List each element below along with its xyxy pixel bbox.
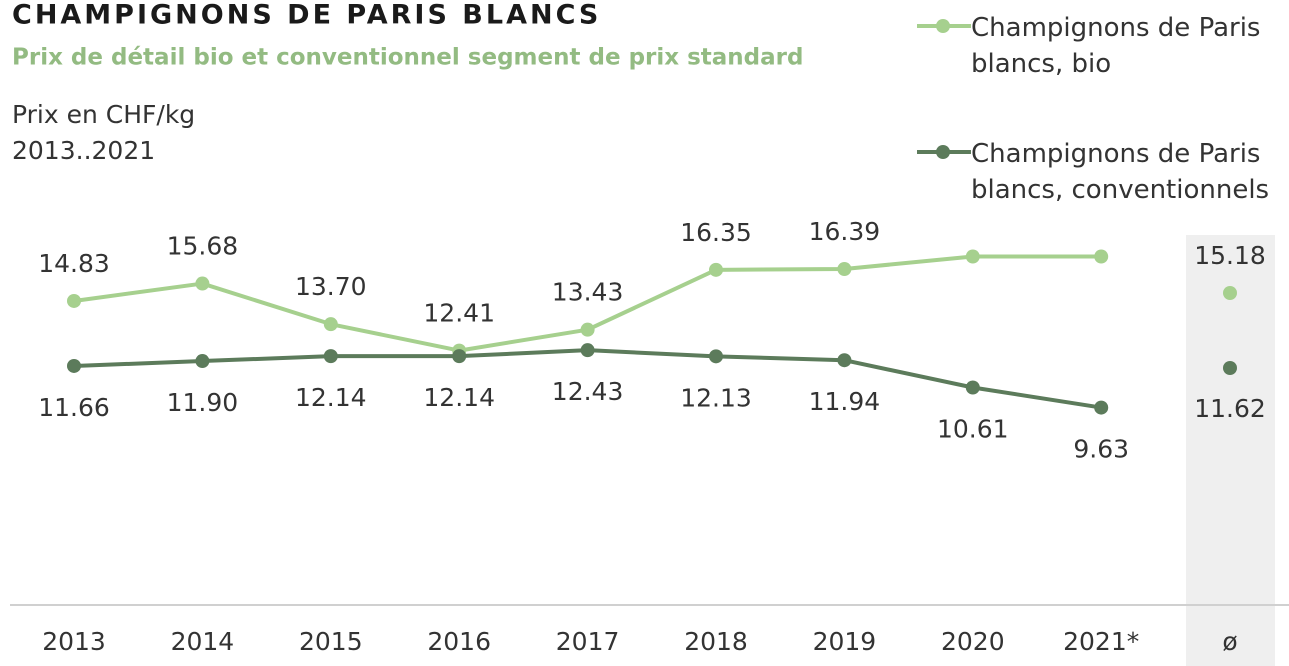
x-tick-label: 2021* xyxy=(1063,627,1139,656)
point xyxy=(965,249,980,264)
x-tick-label: 2018 xyxy=(684,627,748,656)
x-tick-label: 2019 xyxy=(813,627,877,656)
average-band xyxy=(1186,235,1275,666)
data-label: 15.68 xyxy=(167,232,239,261)
data-label: 13.70 xyxy=(295,272,367,301)
legend-dot xyxy=(936,19,950,33)
legend-swatch xyxy=(917,19,971,33)
x-tick-label: 2015 xyxy=(299,627,363,656)
point xyxy=(837,262,852,277)
average-category: ø xyxy=(1222,627,1237,656)
x-tick-label: 2014 xyxy=(171,627,235,656)
data-label: 16.35 xyxy=(680,218,752,247)
data-label: 12.14 xyxy=(295,383,367,412)
period: 2013..2021 xyxy=(12,136,155,165)
data-label: 10.61 xyxy=(937,414,1009,443)
point xyxy=(195,276,210,291)
point xyxy=(323,317,338,332)
subtitle: Prix de détail bio et conventionnel segm… xyxy=(12,45,803,71)
average-point xyxy=(1223,361,1237,375)
point xyxy=(837,353,852,368)
data-label: 12.43 xyxy=(552,377,624,406)
legend-item: Champignons de Paris blancs, conventionn… xyxy=(915,136,1285,208)
data-label: 9.63 xyxy=(1073,435,1129,464)
legend-swatch xyxy=(917,145,971,159)
legend-label: Champignons de Paris blancs, conventionn… xyxy=(971,139,1270,205)
x-tick-label: 2020 xyxy=(941,627,1005,656)
point xyxy=(1094,400,1109,415)
x-tick-label: 2013 xyxy=(42,627,106,656)
point xyxy=(67,358,81,373)
point xyxy=(580,322,595,337)
point xyxy=(709,349,723,364)
data-label: 12.14 xyxy=(423,383,495,412)
point xyxy=(580,343,595,358)
data-label: 11.66 xyxy=(38,393,110,422)
chart-title: CHAMPIGNONS DE PARIS BLANCS xyxy=(12,0,601,31)
point xyxy=(323,349,338,364)
point xyxy=(709,262,723,277)
point xyxy=(965,380,980,395)
data-label: 16.39 xyxy=(809,217,881,246)
data-label: 12.13 xyxy=(680,383,752,412)
legend-item: Champignons de Paris blancs, bio xyxy=(915,10,1285,82)
average-point xyxy=(1223,286,1237,300)
x-tick-label: 2016 xyxy=(427,627,491,656)
x-tick-label: 2017 xyxy=(556,627,620,656)
legend-label: Champignons de Paris blancs, bio xyxy=(971,13,1261,79)
y-axis-label: Prix en CHF/kg xyxy=(12,100,195,129)
point xyxy=(195,354,210,369)
average-label: 11.62 xyxy=(1194,394,1266,423)
data-label: 11.90 xyxy=(167,388,239,417)
average-label: 15.18 xyxy=(1194,241,1266,270)
data-label: 14.83 xyxy=(38,249,110,278)
data-label: 12.41 xyxy=(423,299,495,328)
point xyxy=(1094,249,1109,264)
point xyxy=(452,349,467,364)
point xyxy=(67,293,81,308)
data-label: 13.43 xyxy=(552,278,624,307)
data-label: 11.94 xyxy=(809,387,881,416)
legend-dot xyxy=(936,145,950,159)
